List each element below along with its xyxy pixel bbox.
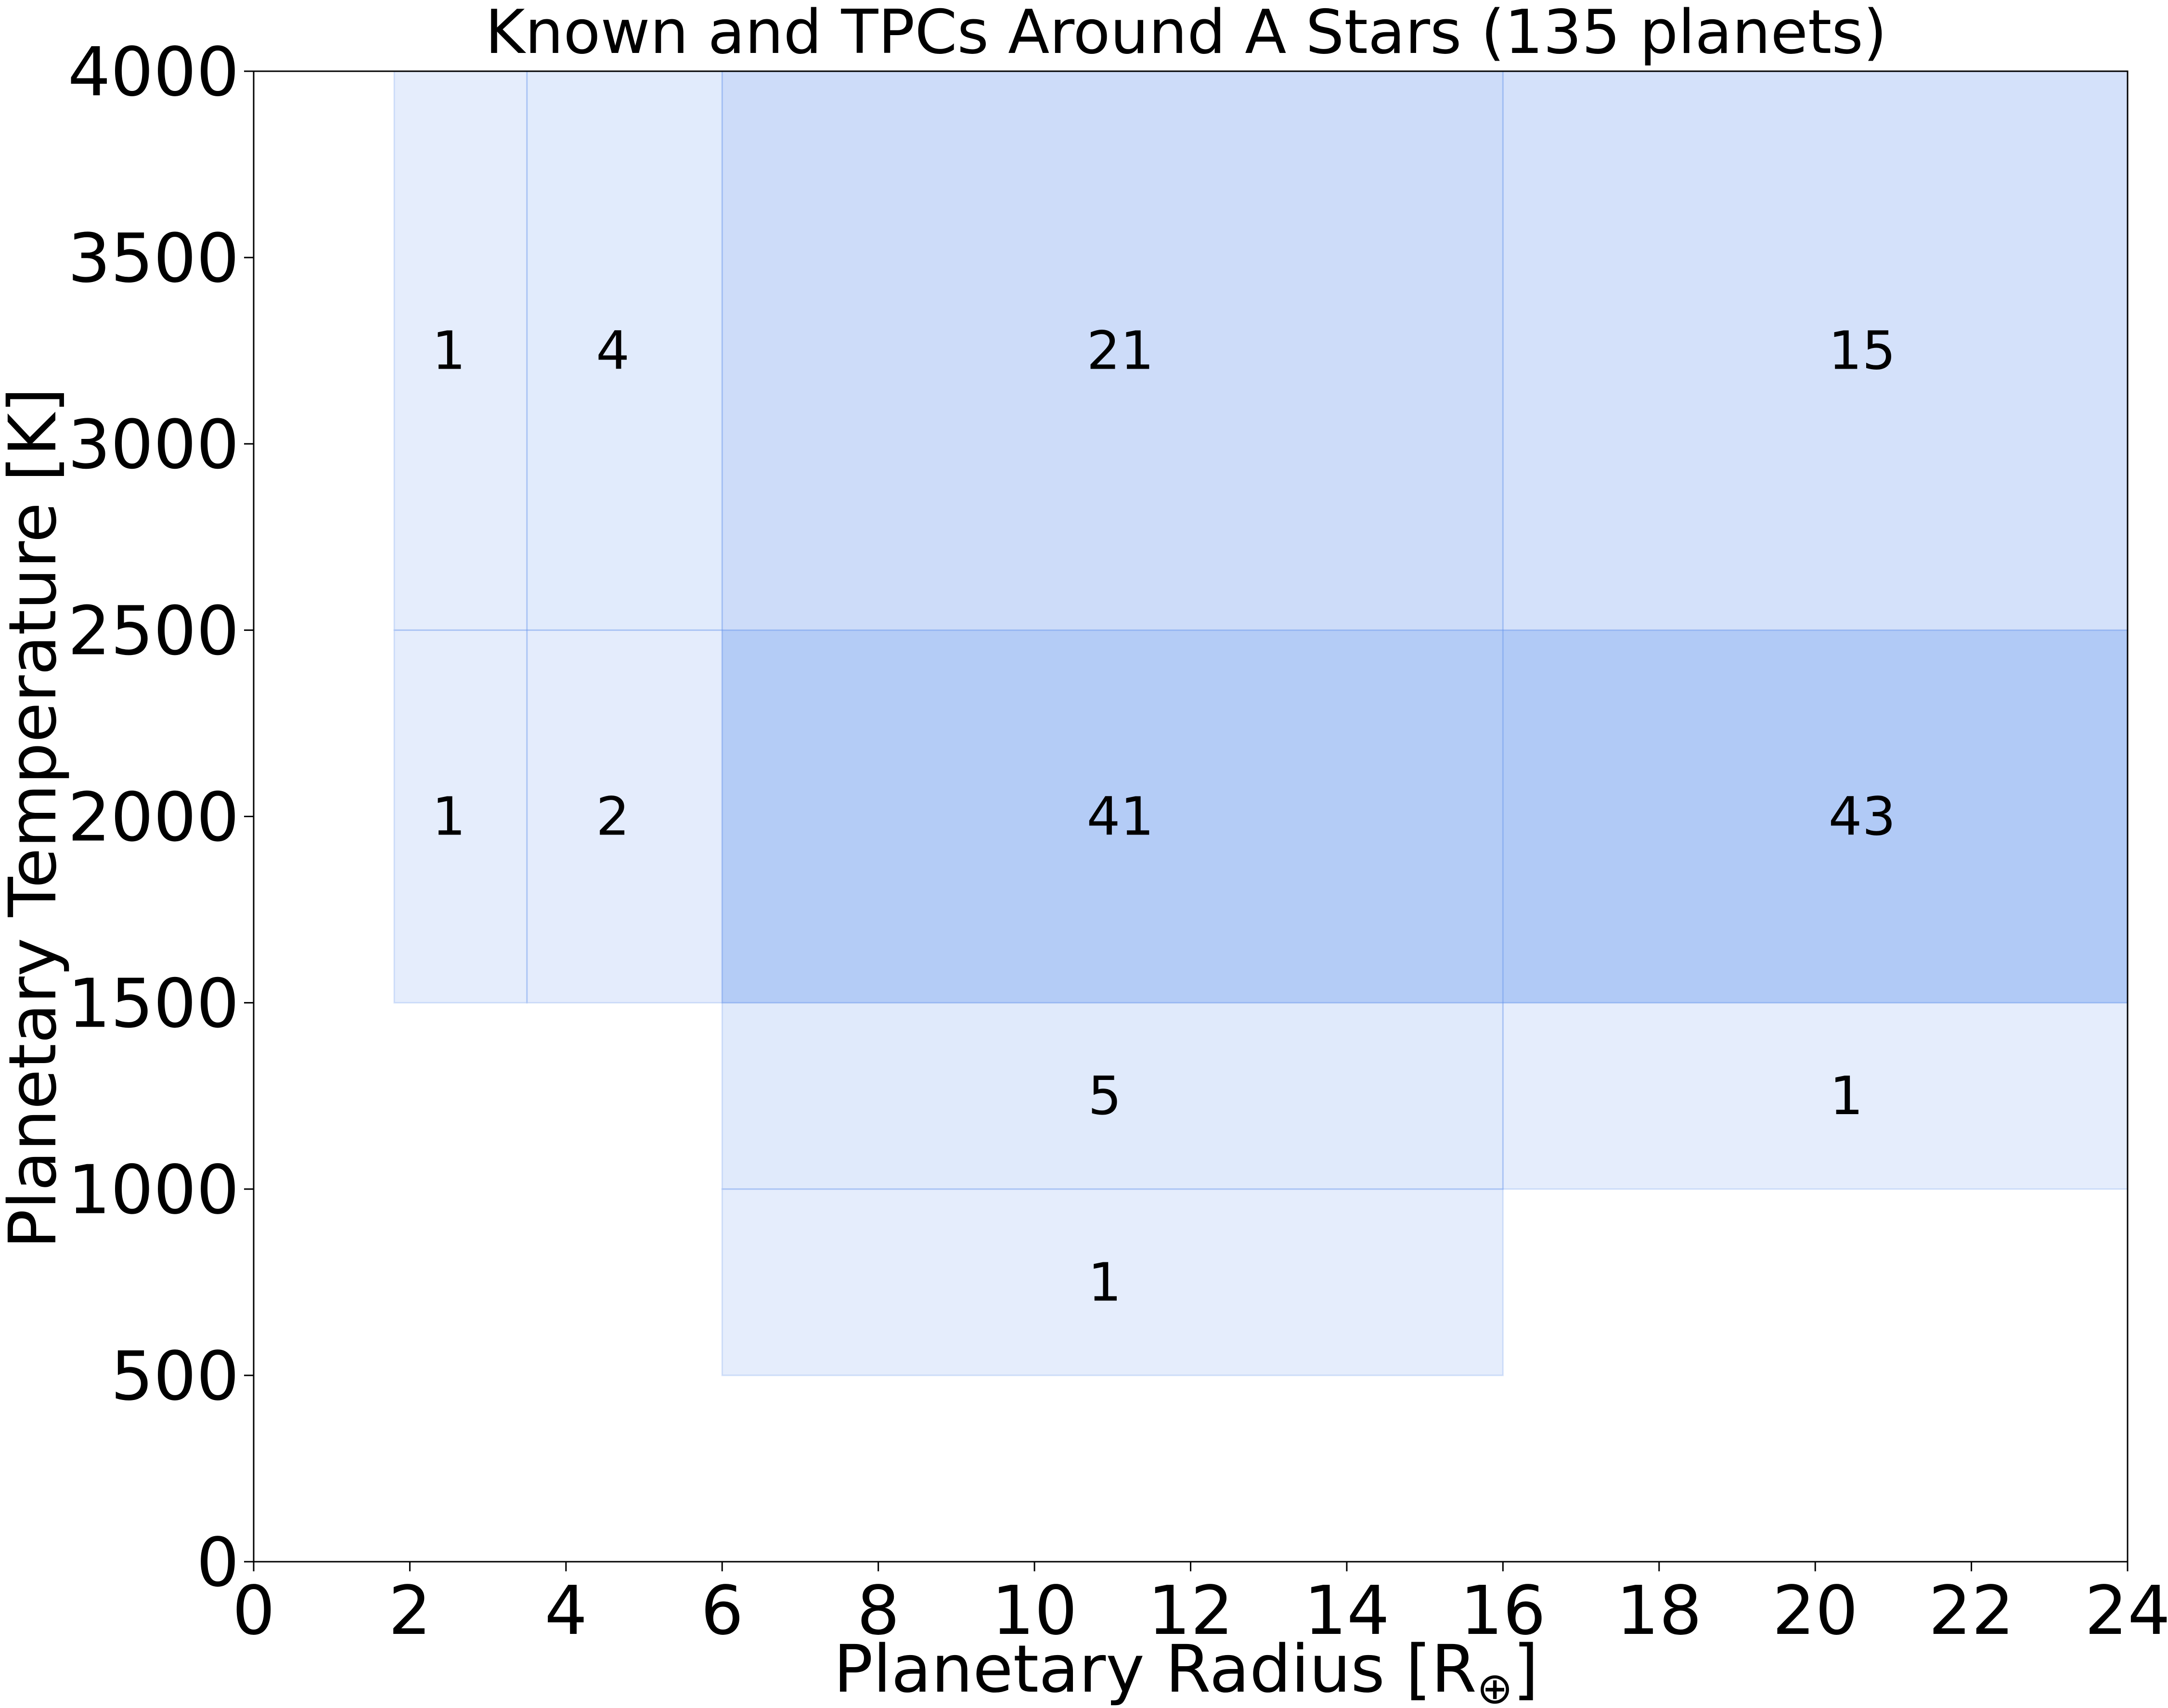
heatmap-cell [721, 629, 1504, 1004]
x-tick-label: 8 [857, 1572, 900, 1650]
x-axis-label-main: Planetary Radius [R [834, 1631, 1477, 1708]
heatmap-cell [721, 1002, 1504, 1190]
y-tick-label: 2500 [68, 592, 239, 670]
x-tick-label: 24 [2085, 1572, 2168, 1650]
x-tick-label: 2 [388, 1572, 431, 1650]
x-tick-label: 14 [1304, 1572, 1390, 1650]
x-tick-label: 12 [1148, 1572, 1233, 1650]
chart-title: Known and TPCs Around A Stars (135 plane… [485, 0, 1887, 67]
y-tick-label: 4000 [68, 33, 239, 112]
x-axis-label-close: ] [1513, 1631, 1538, 1708]
cell-count-label: 2 [596, 786, 630, 848]
x-tick-label: 20 [1772, 1572, 1858, 1650]
cell-count-label: 21 [1087, 320, 1154, 382]
heatmap-cell [721, 1188, 1504, 1376]
count-labels-layer: 1 4 21 15 1 2 41 43 5 1 1 [432, 320, 1896, 1313]
y-tick-label: 500 [111, 1337, 239, 1416]
x-tick-label: 22 [1929, 1572, 2014, 1650]
cell-count-label: 43 [1828, 786, 1896, 848]
x-axis-ticks: 0 2 4 6 8 10 12 14 16 18 20 22 24 [232, 1562, 2168, 1650]
x-axis-label-subscript: ⊕ [1477, 1663, 1513, 1708]
x-tick-label: 0 [232, 1572, 275, 1650]
x-tick-label: 4 [544, 1572, 587, 1650]
cell-count-label: 1 [1830, 1065, 1863, 1127]
y-axis-label: Planetary Temperature [K] [0, 387, 71, 1248]
cell-count-label: 41 [1087, 786, 1154, 848]
heatmap-cell [1502, 70, 2129, 631]
x-tick-label: 18 [1616, 1572, 1702, 1650]
heatmap-cell [1502, 1002, 2129, 1190]
cell-count-label: 15 [1828, 320, 1896, 382]
y-tick-label: 0 [196, 1524, 239, 1602]
cell-count-label: 1 [432, 320, 466, 382]
x-tick-label: 10 [992, 1572, 1077, 1650]
heatmap-cell [526, 70, 723, 631]
heatmap-cell [526, 629, 723, 1004]
y-tick-label: 1000 [68, 1151, 239, 1230]
x-tick-label: 6 [701, 1572, 744, 1650]
y-axis-ticks: 0 500 1000 1500 2000 2500 3000 3500 4000 [68, 33, 254, 1602]
heatmap-cell [393, 629, 528, 1004]
heatmap-cell [1502, 629, 2129, 1004]
x-tick-label: 16 [1460, 1572, 1546, 1650]
y-tick-label: 3500 [68, 219, 239, 298]
y-tick-label: 2000 [68, 779, 239, 857]
cell-count-label: 5 [1088, 1065, 1122, 1127]
cell-count-label: 1 [432, 786, 466, 848]
x-axis-label: Planetary Radius [R⊕] [834, 1631, 1539, 1708]
y-tick-label: 3000 [68, 406, 239, 484]
y-tick-label: 1500 [68, 965, 239, 1043]
cells-layer [393, 70, 2129, 1376]
cell-count-label: 1 [1088, 1251, 1122, 1313]
heatmap-cell [393, 70, 528, 631]
cell-count-label: 4 [596, 320, 630, 382]
